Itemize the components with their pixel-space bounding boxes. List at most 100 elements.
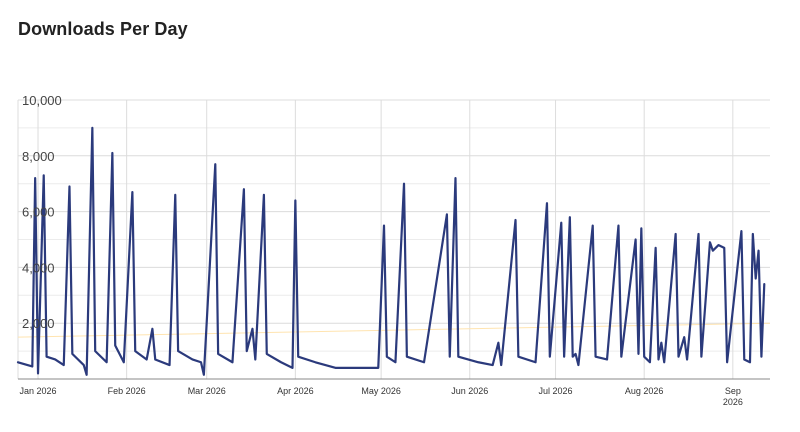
data-point [564,356,565,357]
data-point [749,362,750,363]
data-point [115,345,116,346]
data-point [358,367,359,368]
data-point [86,374,87,375]
data-point [595,356,596,357]
data-point [478,362,479,363]
data-point [727,362,728,363]
data-point [46,356,47,357]
data-point [758,250,759,251]
data-point [146,359,147,360]
data-point [72,353,73,354]
data-point [741,231,742,232]
data-point [35,178,36,179]
data-point [449,356,450,357]
data-point [378,367,379,368]
data-point [106,362,107,363]
x-tick-label: May 2026 [361,386,401,396]
data-point [658,359,659,360]
data-point [641,228,642,229]
data-point [83,364,84,365]
data-point [661,342,662,343]
data-point [63,364,64,365]
data-point [635,239,636,240]
data-point [455,178,456,179]
data-point [764,284,765,285]
data-point [709,242,710,243]
data-point [152,328,153,329]
data-point [32,366,33,367]
x-tick-label: Jul 2026 [539,386,573,396]
data-point [546,203,547,204]
data-point [266,353,267,354]
y-tick-label: 4,000 [22,260,55,275]
data-point [43,175,44,176]
data-point [215,164,216,165]
data-point [192,359,193,360]
data-point [123,362,124,363]
data-point [518,356,519,357]
x-tick-label: Sep [725,386,741,396]
data-point [263,194,264,195]
x-axis-labels: Jan 2026 Feb 2026 Mar 2026 Apr 2026 May 2026… [19,386,742,407]
y-axis-labels: 2,000 4,000 6,000 8,000 10,000 [22,93,62,331]
data-point [501,364,502,365]
data-point [458,356,459,357]
series-line [16,126,766,376]
data-point [218,353,219,354]
data-point [69,186,70,187]
x-tick-label: Feb 2026 [108,386,146,396]
trend-line [17,322,771,338]
data-point [655,247,656,248]
data-point [675,233,676,234]
y-tick-label: 8,000 [22,149,55,164]
data-point [578,364,579,365]
data-point [203,374,204,375]
data-point [664,362,665,363]
data-point [701,356,702,357]
y-tick-label: 6,000 [22,205,55,220]
y-tick-label: 2,000 [22,316,55,331]
data-point [684,337,685,338]
data-point [724,247,725,248]
data-point [492,364,493,365]
data-point [92,127,93,128]
x-tick-label: Mar 2026 [188,386,226,396]
x-tick-label: Apr 2026 [277,386,314,396]
data-point [744,359,745,360]
data-point [315,362,316,363]
x-tick-label: Aug 2026 [625,386,664,396]
data-point [755,278,756,279]
x-tick-label: Jan 2026 [19,386,56,396]
data-point [246,351,247,352]
data-point [55,359,56,360]
data-point [178,351,179,352]
data-point [403,183,404,184]
data-point [761,356,762,357]
data-point [592,225,593,226]
data-point [638,353,639,354]
data-point [535,362,536,363]
data-point [606,359,607,360]
data-point [686,359,687,360]
data-point [618,225,619,226]
data-point [200,362,201,363]
data-point [575,353,576,354]
data-point [549,356,550,357]
data-point [423,362,424,363]
data-point [255,359,256,360]
data-point [644,356,645,357]
y-tick-label: 10,000 [22,93,62,108]
data-point [752,233,753,234]
trend-line-layer [17,322,771,338]
series-layer [16,126,766,376]
data-point [112,152,113,153]
x-tick-label-year: 2026 [723,397,743,407]
chart-title: Downloads Per Day [18,19,188,39]
x-tick-label: Jun 2026 [451,386,488,396]
data-point [621,356,622,357]
data-point [515,219,516,220]
data-point [252,328,253,329]
data-point [718,244,719,245]
data-point [406,356,407,357]
data-point [232,362,233,363]
